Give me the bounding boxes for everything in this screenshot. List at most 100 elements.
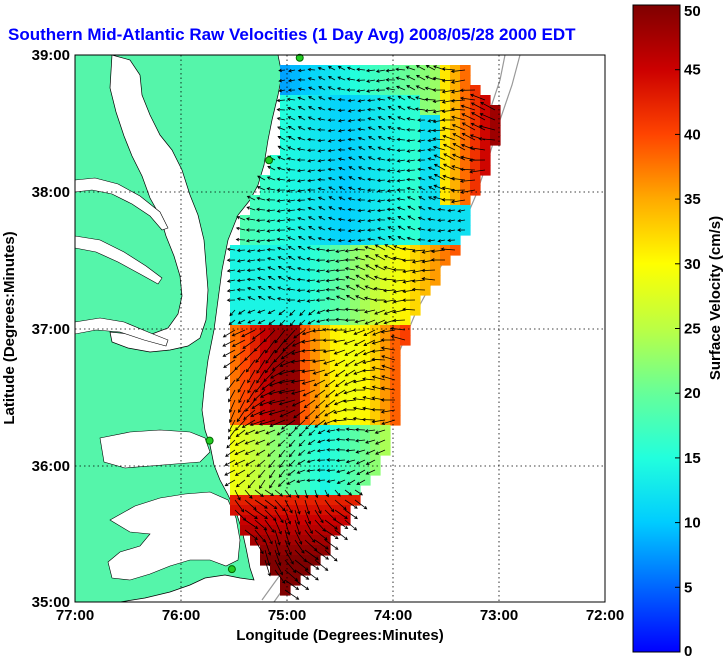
velocity-vector bbox=[371, 357, 386, 362]
velocity-vector bbox=[308, 309, 316, 316]
velocity-cell bbox=[310, 375, 321, 386]
velocity-cell bbox=[330, 305, 341, 316]
velocity-vector bbox=[287, 469, 296, 476]
velocity-vector bbox=[307, 169, 316, 173]
velocity-cell bbox=[430, 165, 441, 176]
velocity-vector bbox=[237, 319, 246, 324]
velocity-cell bbox=[340, 385, 351, 396]
velocity-vector bbox=[308, 86, 316, 91]
velocity-cell bbox=[250, 435, 261, 446]
velocity-vector bbox=[315, 298, 326, 302]
velocity-vector bbox=[276, 429, 286, 436]
velocity-cell bbox=[460, 105, 471, 116]
velocity-cell bbox=[480, 155, 491, 166]
velocity-cell bbox=[320, 85, 331, 96]
velocity-cell bbox=[410, 185, 421, 196]
velocity-cell bbox=[330, 285, 341, 296]
velocity-vector bbox=[367, 228, 376, 232]
velocity-vector bbox=[361, 417, 376, 422]
colorbar-tick-label: 5 bbox=[684, 579, 692, 596]
velocity-cell bbox=[330, 215, 341, 226]
velocity-vector bbox=[417, 216, 426, 221]
velocity-cell bbox=[280, 75, 291, 86]
velocity-cell bbox=[270, 165, 281, 176]
velocity-vector bbox=[381, 364, 396, 371]
velocity-vector bbox=[257, 319, 266, 324]
velocity-vector bbox=[293, 329, 306, 339]
velocity-vector bbox=[247, 296, 256, 301]
velocity-vector bbox=[266, 208, 276, 213]
velocity-cell bbox=[240, 465, 251, 476]
velocity-vector bbox=[337, 228, 346, 232]
velocity-cell bbox=[340, 455, 351, 466]
velocity-vector bbox=[459, 88, 476, 93]
velocity-vector bbox=[264, 549, 271, 567]
velocity-vector bbox=[356, 78, 366, 83]
velocity-cell bbox=[440, 95, 451, 106]
velocity-vector bbox=[371, 385, 386, 391]
velocity-cell bbox=[280, 235, 291, 246]
velocity-cell bbox=[380, 325, 391, 336]
velocity-cell bbox=[340, 305, 351, 316]
velocity-vector bbox=[276, 107, 286, 112]
velocity-cell bbox=[230, 325, 241, 336]
velocity-vector bbox=[258, 419, 276, 426]
velocity-cell bbox=[370, 235, 381, 246]
velocity-vector bbox=[271, 359, 286, 371]
velocity-vector bbox=[228, 409, 236, 424]
velocity-cell bbox=[450, 205, 461, 216]
velocity-vector bbox=[293, 409, 306, 419]
velocity-vector bbox=[254, 509, 268, 520]
velocity-vector bbox=[392, 309, 406, 314]
velocity-vector bbox=[433, 163, 446, 171]
velocity-vector bbox=[317, 439, 326, 444]
velocity-cell bbox=[290, 355, 301, 366]
velocity-vector bbox=[406, 117, 416, 121]
velocity-vector bbox=[256, 267, 266, 271]
velocity-cell bbox=[250, 235, 261, 246]
velocity-vector bbox=[287, 88, 296, 92]
velocity-cell bbox=[270, 395, 281, 406]
velocity-vector bbox=[229, 309, 236, 317]
velocity-vector bbox=[427, 228, 436, 232]
velocity-vector bbox=[254, 429, 266, 435]
velocity-cell bbox=[410, 85, 421, 96]
velocity-vector bbox=[226, 258, 236, 262]
velocity-vector bbox=[407, 215, 416, 221]
velocity-cell bbox=[450, 145, 461, 156]
velocity-vector bbox=[406, 159, 416, 163]
velocity-vector bbox=[451, 124, 466, 131]
velocity-vector bbox=[323, 369, 336, 376]
velocity-vector bbox=[257, 276, 266, 281]
velocity-vector bbox=[441, 118, 456, 122]
velocity-cell bbox=[330, 455, 341, 466]
velocity-cell bbox=[260, 265, 271, 276]
velocity-cell bbox=[340, 425, 351, 436]
velocity-vector bbox=[286, 287, 296, 291]
velocity-vector bbox=[311, 329, 326, 333]
velocity-vector bbox=[427, 217, 436, 222]
velocity-vector bbox=[286, 189, 296, 193]
velocity-vector bbox=[304, 559, 320, 570]
velocity-cell bbox=[370, 445, 381, 456]
velocity-cell bbox=[270, 235, 281, 246]
velocity-vector bbox=[317, 138, 326, 143]
velocity-vector bbox=[265, 429, 276, 435]
velocity-cell bbox=[410, 225, 421, 236]
velocity-cell bbox=[250, 305, 261, 316]
velocity-cell bbox=[350, 345, 361, 356]
velocity-cell bbox=[360, 215, 371, 226]
velocity-vector bbox=[234, 469, 246, 476]
velocity-cell bbox=[330, 345, 341, 356]
velocity-vector bbox=[415, 96, 426, 101]
velocity-vector bbox=[304, 529, 316, 543]
velocity-cell bbox=[420, 235, 431, 246]
velocity-cell bbox=[430, 225, 441, 236]
velocity-vector bbox=[337, 217, 346, 222]
velocity-vector bbox=[437, 207, 446, 212]
velocity-cell bbox=[320, 185, 331, 196]
velocity-vector bbox=[234, 489, 241, 501]
velocity-vector bbox=[386, 179, 396, 183]
velocity-cell bbox=[270, 265, 281, 276]
velocity-cell bbox=[460, 145, 471, 156]
